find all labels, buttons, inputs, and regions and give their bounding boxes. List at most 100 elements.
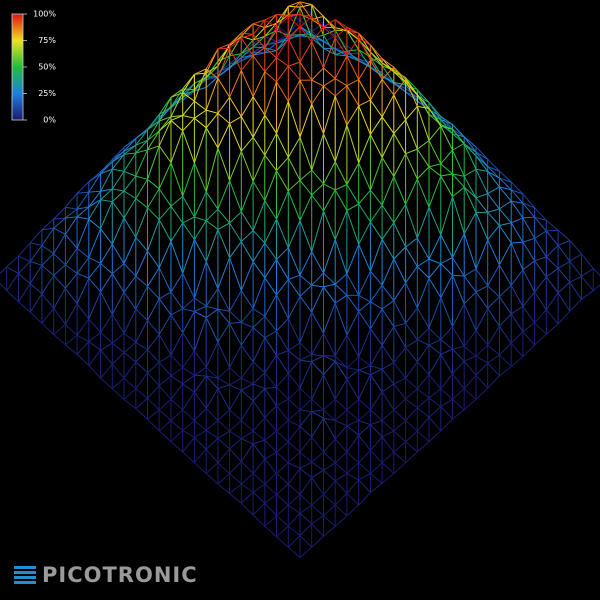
mesh-line [252,443,266,460]
mesh-line [123,198,137,219]
mesh-line [241,34,254,39]
mesh-line [499,177,512,191]
mesh-line [111,388,125,400]
mesh-line [276,101,289,134]
mesh-line [299,387,313,400]
mesh-line [147,188,160,209]
mesh-line [299,1,312,5]
mesh-line [475,355,488,364]
mesh-line [522,237,535,243]
mesh-line [147,298,160,321]
mesh-line [323,355,336,362]
mesh-line [287,409,301,421]
mesh-line [311,332,324,355]
mesh-line [370,365,383,370]
mesh-line [452,124,465,138]
mesh-line [217,229,231,258]
mesh-line [170,398,184,411]
mesh-line [534,238,547,258]
mesh-line [53,217,66,220]
mesh-line [288,504,301,514]
mesh-line [405,153,418,180]
mesh-line [276,39,289,44]
mesh-line [217,438,230,450]
mesh-line [240,420,254,432]
mesh-line [76,277,90,304]
mesh-line [217,448,230,464]
mesh-line [18,273,31,284]
mesh-line [522,241,536,262]
mesh-line [264,14,277,28]
mesh-line [123,388,137,400]
mesh-line [88,365,101,379]
mesh-line [416,148,430,168]
mesh-line [463,398,477,411]
mesh-line [170,291,184,310]
mesh-line [158,188,172,207]
mesh-line [205,429,219,439]
mesh-line [76,219,90,249]
mesh-line [569,261,582,277]
mesh-line [405,237,418,248]
mesh-line [311,417,324,438]
mesh-line [428,297,442,329]
mesh-line [311,535,324,548]
mesh-line [53,227,66,235]
mesh-line [147,120,160,131]
mesh-line [323,26,336,29]
mesh-line [463,212,477,234]
mesh-line [205,261,219,289]
mesh-line [463,186,477,199]
mesh-line [135,361,148,374]
mesh-line [158,120,172,147]
mesh-line [123,217,137,238]
mesh-line [217,180,231,210]
mesh-line [217,257,231,289]
mesh-line [428,406,442,418]
mesh-line [194,109,207,119]
mesh-line [276,473,289,485]
mesh-line [405,430,418,443]
mesh-line [428,163,441,168]
mesh-line [475,212,489,240]
mesh-line [241,383,254,391]
mesh-line [487,208,500,213]
mesh-line [264,473,277,485]
mesh-line [358,105,371,135]
mesh-line [229,241,242,258]
mesh-line [546,267,559,278]
mesh-line [205,388,219,409]
mesh-line [299,512,313,525]
mesh-line [534,207,547,221]
mesh-line [158,409,172,421]
mesh-line [252,154,266,182]
mesh-line [264,47,277,52]
mesh-line [65,206,78,210]
mesh-line [557,281,571,294]
mesh-line [29,245,43,262]
mesh-line [323,409,336,421]
mesh-line [147,398,160,411]
mesh-line [205,448,219,464]
mesh-line [100,168,113,192]
mesh-line [240,502,254,516]
mesh-line [240,473,254,485]
mesh-line [381,362,395,370]
mesh-line [229,377,242,386]
mesh-line [369,99,383,118]
mesh-line [358,221,371,245]
mesh-line [334,124,348,162]
mesh-line [147,320,160,335]
mesh-line [252,430,266,441]
mesh-line [510,222,524,243]
mesh-line [487,193,500,210]
mesh-line [41,227,55,246]
mesh-line [370,67,383,77]
mesh-line [323,67,336,79]
mesh-line [287,26,301,39]
mesh-line [323,480,336,495]
mesh-line [252,34,266,49]
mesh-line [440,196,453,236]
mesh-line [264,430,277,441]
mesh-line [252,383,265,390]
